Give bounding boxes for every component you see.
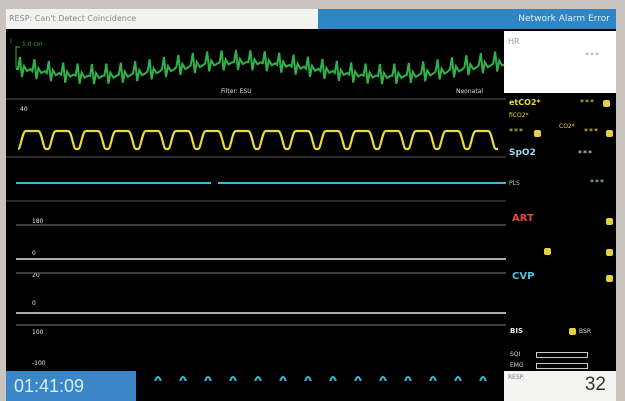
fico2-value: ***: [509, 127, 524, 136]
emg-bar: [536, 363, 588, 369]
patient-monitor-screen: RESP: Can't Detect Coincidence Network A…: [6, 9, 616, 401]
hr-value: ***: [585, 51, 600, 60]
pi-label: PLS: [509, 180, 520, 187]
technical-alarm-message[interactable]: RESP: Can't Detect Coincidence: [6, 9, 318, 29]
alarm-bell-icon: [534, 130, 541, 137]
co2-scale-label: 40: [20, 106, 28, 113]
system-clock[interactable]: 01:41:09: [6, 371, 136, 401]
cvp-scale-bottom: 0: [32, 300, 36, 307]
alarm-bar: RESP: Can't Detect Coincidence Network A…: [6, 9, 616, 29]
co2-value: ***: [584, 127, 599, 136]
alarm-bell-icon: [569, 328, 576, 335]
waveform-area: 1.0 cm I Filter: ESU Neonatal 40 180 0 2…: [6, 38, 506, 381]
cvp-label[interactable]: CVP: [512, 271, 535, 282]
spo2-label[interactable]: SpO2: [509, 148, 536, 158]
co2-label: CO2*: [559, 123, 575, 130]
alarm-bell-icon: [603, 100, 610, 107]
alarm-bell-icon: [606, 249, 613, 256]
co2-waveform: [17, 129, 498, 151]
emg-label: EMG: [510, 362, 524, 369]
pi-value: ***: [590, 178, 605, 187]
bis-scale-top: 100: [32, 329, 44, 336]
alarm-bell-icon: [544, 248, 551, 255]
cvp-scale-top: 20: [32, 272, 40, 279]
ecg-gain-label: 1.0 cm: [22, 41, 43, 48]
sqi-bar: [536, 352, 588, 358]
ecg-lead-label: I: [10, 38, 12, 45]
art-scale-top: 180: [32, 218, 44, 225]
resp-parameter-box[interactable]: RESP 32: [504, 371, 616, 401]
resp-label: RESP: [508, 374, 524, 381]
etco2-label[interactable]: etCO2*: [509, 98, 541, 107]
ecg-waveform: [16, 49, 506, 85]
art-scale-bottom: 0: [32, 250, 36, 257]
bis-label[interactable]: BIS: [510, 327, 523, 335]
alarm-bell-icon: [606, 130, 613, 137]
resp-waveform: [154, 375, 487, 381]
hr-label: HR: [508, 37, 520, 46]
alarm-bell-icon: [606, 218, 613, 225]
alarm-bell-icon: [606, 275, 613, 282]
resp-value: 32: [584, 374, 606, 395]
art-label[interactable]: ART: [512, 213, 534, 224]
ecg-filter-label: Filter: ESU: [221, 88, 252, 95]
bis-scale-bottom: -100: [32, 360, 46, 367]
ecg-mode-label: Neonatal: [456, 88, 483, 95]
sqi-label: SQI: [510, 351, 521, 358]
fico2-label: fiCO2*: [509, 112, 529, 119]
etco2-value: ***: [580, 98, 595, 107]
hr-parameter-box[interactable]: HR ***: [504, 31, 616, 93]
bsr-label: BSR: [579, 328, 591, 335]
network-alarm-message[interactable]: Network Alarm Error: [318, 9, 616, 29]
spo2-value: ***: [578, 149, 593, 158]
